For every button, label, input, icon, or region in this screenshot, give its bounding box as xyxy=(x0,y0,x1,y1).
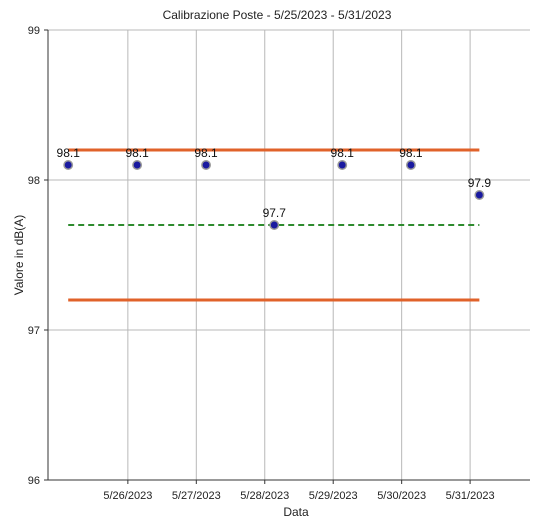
grid-layer xyxy=(44,29,530,484)
data-label: 97.9 xyxy=(468,176,492,190)
data-point xyxy=(405,160,416,170)
data-point xyxy=(201,160,212,170)
data-point xyxy=(269,220,280,230)
x-tick-label: 5/28/2023 xyxy=(240,490,289,502)
x-tick-label: 5/30/2023 xyxy=(377,490,426,502)
data-point xyxy=(474,190,485,200)
data-label: 98.1 xyxy=(57,146,81,160)
data-point xyxy=(132,160,143,170)
x-tick-label: 5/29/2023 xyxy=(309,490,358,502)
data-labels-layer: 98.1 98.1 98.1 97.7 98.1 98.1 97.9 xyxy=(57,146,492,220)
x-tick-label: 5/31/2023 xyxy=(446,490,495,502)
y-axis-label: Valore in dB(A) xyxy=(12,215,26,295)
data-point xyxy=(63,160,74,170)
data-label: 98.1 xyxy=(331,146,355,160)
data-points-layer xyxy=(63,160,485,230)
y-tick-label: 98 xyxy=(28,175,40,187)
axes-layer xyxy=(47,30,530,481)
x-axis-label: Data xyxy=(283,505,309,519)
x-tick-label: 5/27/2023 xyxy=(172,490,221,502)
chart-title: Calibrazione Poste - 5/25/2023 - 5/31/20… xyxy=(163,8,392,22)
data-label: 97.7 xyxy=(263,206,287,220)
y-tick-label: 99 xyxy=(28,25,40,37)
tick-labels-layer: 96 97 98 99 5/26/2023 5/27/2023 5/28/2023 5/29/… xyxy=(28,25,495,502)
y-tick-label: 96 xyxy=(28,475,40,487)
data-label: 98.1 xyxy=(125,146,149,160)
data-label: 98.1 xyxy=(399,146,423,160)
data-label: 98.1 xyxy=(194,146,218,160)
y-tick-label: 97 xyxy=(28,325,40,337)
data-point xyxy=(337,160,348,170)
x-tick-label: 5/26/2023 xyxy=(103,490,152,502)
